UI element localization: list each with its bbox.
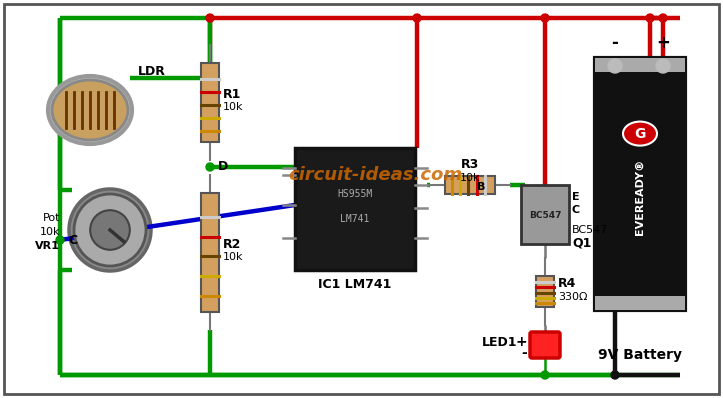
- Circle shape: [206, 163, 214, 171]
- Text: VR1: VR1: [35, 241, 60, 251]
- Text: C: C: [68, 234, 77, 246]
- Text: EVEREADY®: EVEREADY®: [635, 158, 645, 235]
- Text: IC1 LM741: IC1 LM741: [318, 277, 392, 291]
- Circle shape: [646, 14, 654, 22]
- Circle shape: [69, 189, 151, 271]
- Circle shape: [611, 371, 619, 379]
- Text: LDR: LDR: [138, 65, 166, 78]
- FancyBboxPatch shape: [521, 185, 569, 244]
- Ellipse shape: [48, 76, 132, 144]
- Text: LM741: LM741: [341, 214, 369, 224]
- Text: R1: R1: [223, 88, 241, 101]
- Text: 10k: 10k: [40, 227, 60, 237]
- Text: -: -: [612, 34, 618, 52]
- FancyBboxPatch shape: [445, 176, 495, 194]
- Circle shape: [90, 210, 130, 250]
- Ellipse shape: [52, 80, 128, 140]
- Text: +: +: [656, 34, 670, 52]
- Circle shape: [56, 236, 64, 244]
- Text: -: -: [521, 346, 527, 360]
- Text: R4: R4: [558, 277, 576, 290]
- FancyBboxPatch shape: [295, 148, 415, 270]
- Text: Q1: Q1: [572, 236, 591, 250]
- FancyBboxPatch shape: [201, 63, 219, 142]
- Text: HS955M: HS955M: [338, 189, 372, 199]
- Text: circuit-ideas.com: circuit-ideas.com: [288, 166, 462, 184]
- Text: 10k: 10k: [460, 173, 480, 183]
- FancyBboxPatch shape: [201, 193, 219, 312]
- Text: +: +: [515, 335, 527, 349]
- Circle shape: [413, 14, 421, 22]
- Text: BC547: BC547: [572, 225, 608, 235]
- Text: 9V Battery: 9V Battery: [598, 348, 682, 362]
- Text: G: G: [634, 127, 646, 140]
- Text: E: E: [572, 192, 580, 202]
- FancyBboxPatch shape: [536, 276, 554, 307]
- Text: R2: R2: [223, 238, 241, 251]
- Circle shape: [659, 14, 667, 22]
- Text: 10k: 10k: [223, 252, 244, 263]
- FancyBboxPatch shape: [530, 332, 560, 358]
- Text: R3: R3: [461, 158, 479, 171]
- Text: BC547: BC547: [529, 211, 561, 220]
- Bar: [595, 296, 685, 310]
- Text: D: D: [218, 160, 228, 174]
- Text: 10k: 10k: [223, 103, 244, 113]
- Circle shape: [656, 59, 670, 73]
- Circle shape: [206, 14, 214, 22]
- Text: 330Ω: 330Ω: [558, 291, 588, 302]
- Bar: [595, 58, 685, 310]
- Text: LED1: LED1: [482, 336, 517, 349]
- Bar: [595, 58, 685, 72]
- Text: B: B: [476, 182, 485, 192]
- Circle shape: [74, 194, 146, 266]
- Circle shape: [541, 371, 549, 379]
- Text: Pot: Pot: [43, 213, 60, 223]
- Text: C: C: [572, 205, 580, 215]
- Circle shape: [541, 14, 549, 22]
- Ellipse shape: [623, 122, 657, 146]
- Circle shape: [608, 59, 622, 73]
